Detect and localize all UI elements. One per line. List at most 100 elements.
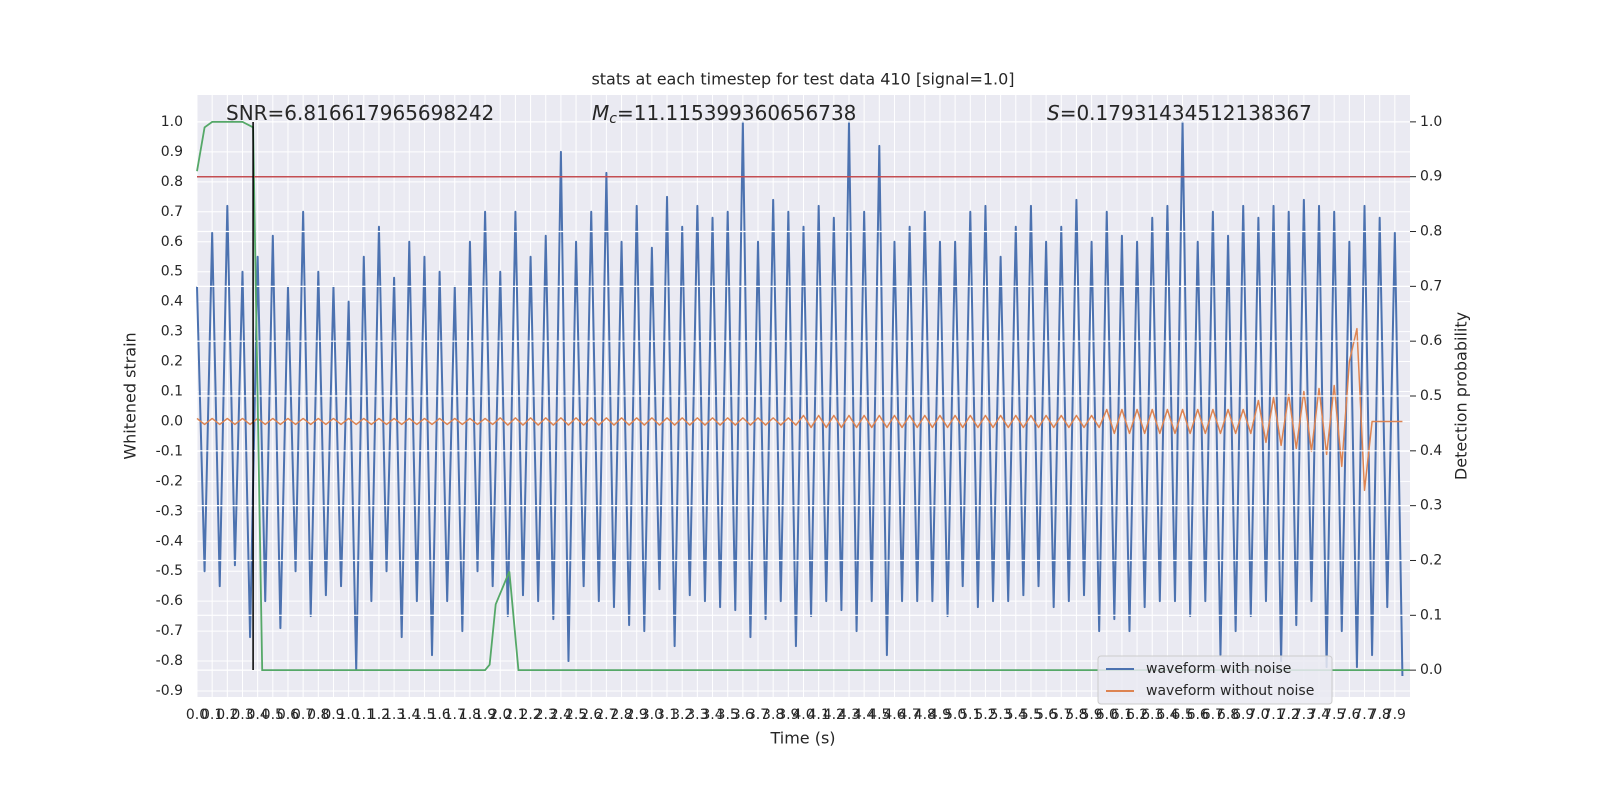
- legend-label: waveform with noise: [1146, 661, 1291, 677]
- y2-tick-label: 0.1: [1420, 607, 1442, 623]
- x-tick-label: 3.9: [777, 707, 799, 723]
- x-tick-label: 1.8: [459, 707, 481, 723]
- x-tick-label: 0.9: [322, 707, 344, 723]
- x-tick-label: 0.6: [277, 707, 299, 723]
- x-tick-label: 5.4: [1005, 707, 1027, 723]
- x-tick-label: 7.4: [1308, 707, 1330, 723]
- annotation: S=0.17931434512138367: [1047, 101, 1312, 125]
- x-tick-label: 4.2: [823, 707, 845, 723]
- x-tick-label: 1.9: [474, 707, 496, 723]
- x-tick-label: 4.9: [929, 707, 951, 723]
- x-tick-label: 4.4: [853, 707, 875, 723]
- x-tick-label: 1.6: [428, 707, 450, 723]
- x-tick-label: 2.1: [504, 707, 526, 723]
- y-tick-label: 0.2: [161, 354, 183, 370]
- annotation-text: =11.115399360656738: [617, 101, 856, 125]
- y-tick-label: 0.3: [161, 324, 183, 340]
- x-tick-label: 3.6: [732, 707, 754, 723]
- x-tick-label: 3.1: [656, 707, 678, 723]
- x-tick-label: 7.3: [1293, 707, 1315, 723]
- y2-tick-label: 0.6: [1420, 333, 1442, 349]
- x-tick-label: 3.7: [747, 707, 769, 723]
- y-tick-label: -0.9: [156, 683, 183, 699]
- y2-tick-label: 0.8: [1420, 224, 1442, 240]
- x-tick-label: 5.5: [1020, 707, 1042, 723]
- y-tick-label: -0.7: [156, 623, 183, 639]
- x-tick-label: 2.9: [626, 707, 648, 723]
- annotation-text: SNR=6.816617965698242: [226, 101, 494, 125]
- annotation-text: =0.17931434512138367: [1060, 101, 1312, 125]
- x-tick-label: 5.3: [989, 707, 1011, 723]
- y-tick-label: -0.3: [156, 503, 183, 519]
- y2-tick-label: 0.3: [1420, 498, 1442, 514]
- x-tick-label: 4.8: [914, 707, 936, 723]
- x-tick-label: 3.5: [717, 707, 739, 723]
- x-tick-label: 2.2: [519, 707, 541, 723]
- y-tick-label: -0.4: [156, 533, 183, 549]
- y-tick-label: -0.1: [156, 443, 183, 459]
- y-tick-label: 0.5: [161, 264, 183, 280]
- x-tick-label: 6.3: [1141, 707, 1163, 723]
- legend-box: [1097, 655, 1333, 705]
- x-tick-label: 3.3: [686, 707, 708, 723]
- x-tick-label: 7.7: [1353, 707, 1375, 723]
- x-tick-label: 2.8: [610, 707, 632, 723]
- y-tick-label: 0.4: [161, 294, 183, 310]
- x-tick-label: 6.2: [1126, 707, 1148, 723]
- legend-label: waveform without noise: [1146, 683, 1314, 699]
- x-tick-label: 4.3: [838, 707, 860, 723]
- x-tick-label: 1.1: [353, 707, 375, 723]
- x-tick-label: 0.7: [292, 707, 314, 723]
- x-tick-label: 2.4: [550, 707, 572, 723]
- y-tick-label: 0.7: [161, 204, 183, 220]
- x-tick-label: 6.0: [1096, 707, 1118, 723]
- y-axis-label: Whitened strain: [121, 332, 140, 459]
- y2-tick-label: 0.9: [1420, 169, 1442, 185]
- x-tick-label: 5.9: [1080, 707, 1102, 723]
- x-tick-label: 3.8: [762, 707, 784, 723]
- y2-axis-label: Detection probability: [1452, 312, 1471, 480]
- annotation-symbol: S: [1047, 101, 1060, 125]
- x-tick-label: 0.8: [307, 707, 329, 723]
- x-tick-label: 7.2: [1278, 707, 1300, 723]
- x-tick-label: 1.7: [444, 707, 466, 723]
- x-tick-label: 5.1: [959, 707, 981, 723]
- y2-tick-label: 1.0: [1420, 114, 1442, 130]
- x-tick-label: 1.4: [398, 707, 420, 723]
- x-tick-label: 1.2: [368, 707, 390, 723]
- y-tick-label: -0.5: [156, 563, 183, 579]
- series-line: [196, 327, 1403, 492]
- probability-line: [196, 120, 1410, 672]
- chart-title: stats at each timestep for test data 410…: [591, 70, 1014, 89]
- x-axis-label: Time (s): [769, 729, 835, 748]
- y2-tick-label: 0.5: [1420, 388, 1442, 404]
- x-tick-label: 6.5: [1171, 707, 1193, 723]
- x-tick-label: 0.5: [262, 707, 284, 723]
- x-tick-label: 1.0: [337, 707, 359, 723]
- x-tick-label: 3.0: [641, 707, 663, 723]
- x-tick-label: 0.3: [231, 707, 253, 723]
- x-tick-label: 2.3: [535, 707, 557, 723]
- x-tick-label: 0.0: [186, 707, 208, 723]
- y-tick-label: 0.9: [161, 144, 183, 160]
- x-tick-label: 0.4: [247, 707, 269, 723]
- x-tick-label: 7.1: [1262, 707, 1284, 723]
- x-tick-label: 5.2: [974, 707, 996, 723]
- x-tick-label: 5.8: [1065, 707, 1087, 723]
- x-tick-label: 7.6: [1338, 707, 1360, 723]
- y-tick-label: -0.6: [156, 593, 183, 609]
- x-tick-label: 3.4: [701, 707, 723, 723]
- x-tick-label: 5.6: [1035, 707, 1057, 723]
- y2-tick-label: 0.0: [1420, 662, 1442, 678]
- x-tick-label: 1.5: [413, 707, 435, 723]
- y-tick-label: 0.8: [161, 174, 183, 190]
- annotation: SNR=6.816617965698242: [226, 101, 494, 125]
- y-tick-label: 0.1: [161, 384, 183, 400]
- annotation-symbol: M: [592, 101, 609, 125]
- x-tick-label: 4.0: [792, 707, 814, 723]
- x-tick-label: 7.0: [1247, 707, 1269, 723]
- annotation-subscript: c: [609, 111, 617, 127]
- y-tick-label: 0.6: [161, 234, 183, 250]
- data: [196, 120, 1404, 677]
